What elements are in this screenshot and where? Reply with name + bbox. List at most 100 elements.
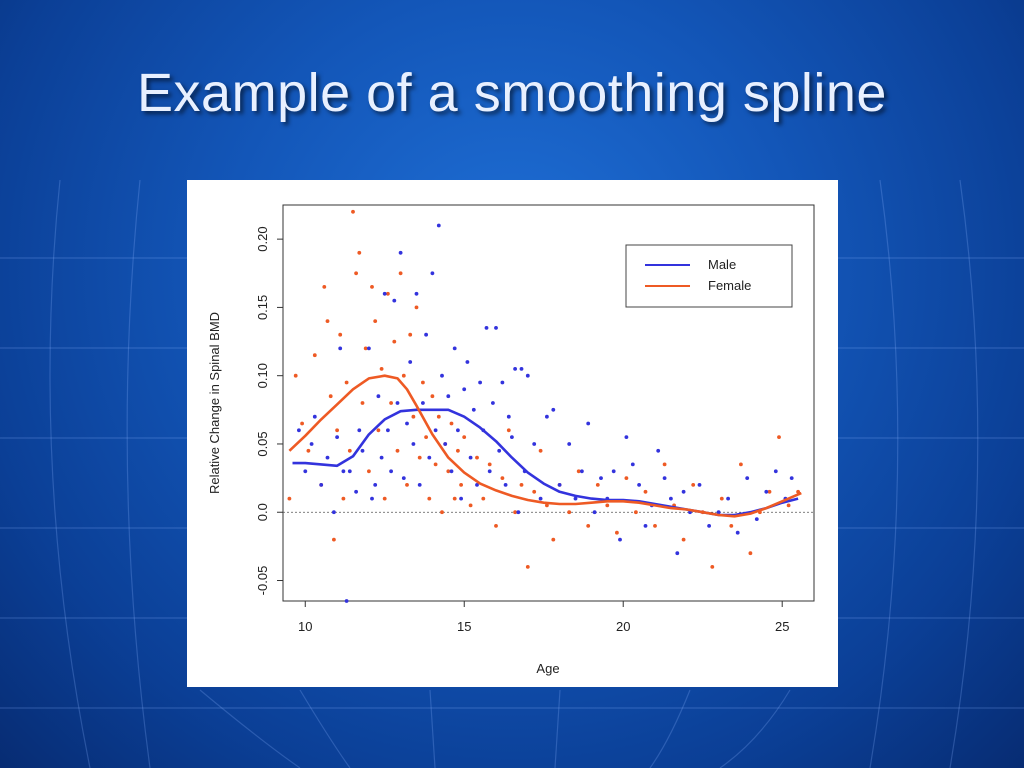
- data-point-female: [605, 503, 610, 508]
- data-point-male: [525, 373, 530, 378]
- data-point-male: [303, 469, 308, 474]
- data-point-female: [421, 380, 425, 385]
- data-point-male: [557, 483, 562, 487]
- data-point-male: [487, 469, 492, 474]
- data-point-female: [615, 530, 619, 535]
- data-point-female: [395, 448, 400, 453]
- data-point-male: [452, 346, 457, 351]
- data-point-male: [545, 414, 549, 419]
- data-point-female: [567, 510, 572, 515]
- data-point-male: [389, 469, 393, 474]
- data-point-female: [338, 332, 343, 337]
- data-point-male: [726, 496, 730, 501]
- data-point-male: [789, 476, 794, 480]
- data-point-female: [392, 339, 397, 344]
- data-point-male: [754, 517, 759, 521]
- x-tick-label: 20: [616, 619, 630, 634]
- data-point-female: [459, 483, 463, 487]
- data-point-male: [707, 524, 711, 528]
- y-tick-label: 0.20: [255, 226, 270, 251]
- data-point-male: [405, 421, 409, 426]
- data-point-female: [379, 367, 384, 371]
- data-point-male: [484, 326, 489, 330]
- data-point-female: [293, 373, 298, 378]
- data-point-male: [360, 448, 365, 453]
- data-point-male: [379, 455, 384, 460]
- data-point-male: [325, 455, 330, 460]
- data-point-male: [424, 332, 428, 337]
- data-point-male: [506, 414, 511, 419]
- data-point-male: [538, 496, 543, 501]
- legend-label-female: Female: [708, 278, 751, 293]
- data-point-male: [586, 421, 591, 426]
- data-point-male: [630, 462, 635, 467]
- data-point-female: [777, 435, 781, 439]
- data-point-male: [417, 483, 422, 487]
- data-point-male: [367, 346, 371, 351]
- data-point-male: [573, 496, 578, 501]
- data-point-male: [411, 442, 416, 446]
- smoothing-spline-chart: 10 15 20 25 -0.05 0.0 0.05 0.10 0.15 0.20 Age Re…: [207, 204, 815, 676]
- data-point-male: [347, 469, 352, 474]
- data-point-male: [440, 373, 444, 378]
- data-point-female: [462, 435, 467, 439]
- data-point-male: [494, 326, 498, 330]
- data-point-female: [545, 503, 549, 508]
- data-point-male: [414, 291, 419, 296]
- data-point-female: [376, 428, 381, 433]
- data-point-female: [389, 401, 393, 405]
- data-point-female: [401, 373, 406, 378]
- data-point-male: [500, 380, 505, 385]
- x-axis-label: Age: [536, 661, 559, 676]
- data-point-female: [367, 469, 371, 474]
- data-point-female: [436, 414, 441, 419]
- data-point-male: [478, 380, 482, 385]
- legend-label-male: Male: [708, 257, 736, 272]
- data-point-male: [421, 401, 425, 405]
- data-point-male: [398, 250, 403, 255]
- data-point-female: [430, 394, 435, 399]
- data-point-female: [719, 496, 724, 501]
- data-point-male: [312, 414, 317, 419]
- data-point-male: [376, 394, 381, 399]
- data-point-male: [395, 401, 400, 405]
- data-point-male: [503, 483, 508, 487]
- data-point-male: [624, 435, 629, 439]
- data-point-male: [319, 483, 324, 487]
- data-point-male: [408, 360, 413, 364]
- data-point-male: [430, 271, 435, 276]
- data-point-male: [357, 428, 362, 433]
- data-point-male: [669, 496, 673, 501]
- data-point-male: [436, 223, 441, 228]
- data-point-female: [532, 489, 537, 494]
- data-point-female: [306, 448, 311, 453]
- chart-panel: 10 15 20 25 -0.05 0.0 0.05 0.10 0.15 0.20 Age Re…: [187, 180, 838, 687]
- data-point-female: [786, 503, 791, 508]
- data-point-female: [487, 462, 492, 467]
- plot-frame: [282, 204, 815, 602]
- data-point-female: [332, 537, 336, 542]
- y-tick-label: 0.10: [255, 363, 270, 388]
- data-point-female: [538, 448, 543, 453]
- data-point-male: [637, 483, 641, 487]
- data-point-female: [354, 271, 358, 276]
- data-point-female: [341, 496, 346, 501]
- data-point-female: [681, 537, 686, 542]
- y-tick-label: 0.15: [255, 295, 270, 320]
- data-point-male: [675, 551, 680, 556]
- data-point-male: [433, 428, 438, 433]
- data-point-female: [382, 496, 387, 501]
- data-point-male: [764, 489, 769, 494]
- x-tick-label: 10: [298, 619, 312, 634]
- data-point-female: [312, 353, 317, 358]
- data-point-male: [592, 510, 597, 515]
- legend-box: [625, 244, 793, 308]
- data-point-female: [446, 469, 451, 474]
- data-point-female: [710, 565, 715, 569]
- data-point-male: [697, 483, 702, 487]
- data-point-male: [491, 401, 495, 405]
- data-point-female: [335, 428, 339, 433]
- data-point-male: [471, 407, 476, 412]
- data-point-female: [748, 551, 753, 556]
- data-point-male: [599, 476, 603, 480]
